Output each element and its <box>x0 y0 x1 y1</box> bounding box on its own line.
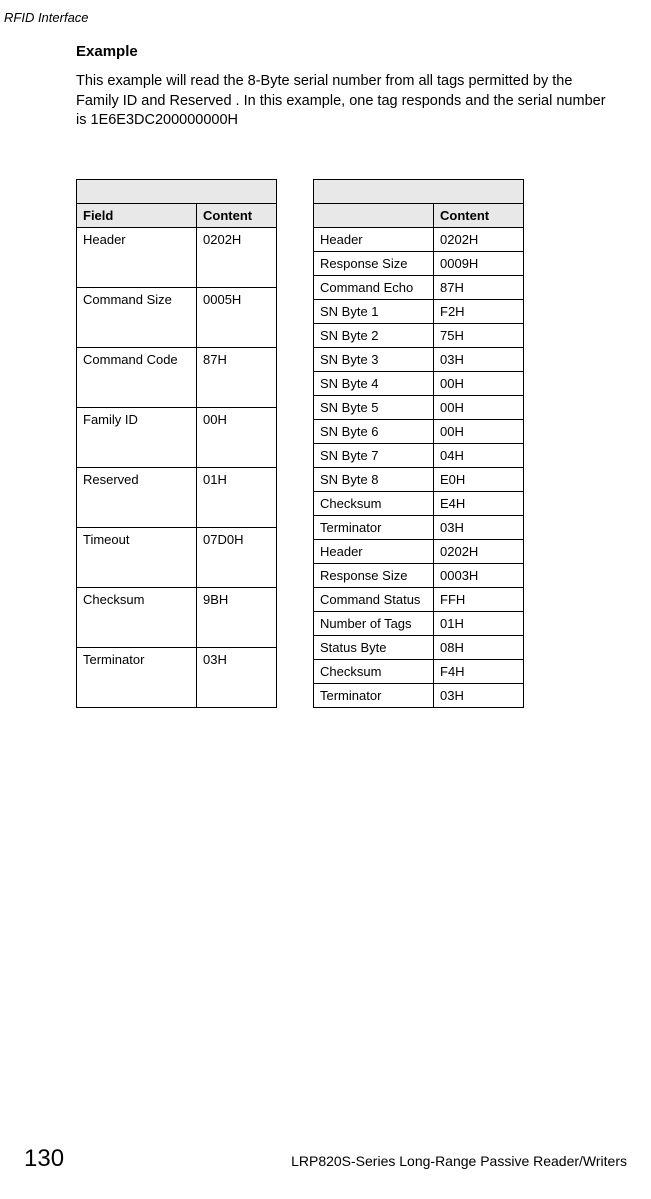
example-body-text: This example will read the 8-Byte serial… <box>76 72 616 131</box>
cell-field: SN Byte 6 <box>314 419 434 443</box>
table-row: Timeout07D0H <box>77 527 277 587</box>
cell-content: F4H <box>434 659 524 683</box>
table-row: Response Size0009H <box>314 251 524 275</box>
cell-field: SN Byte 2 <box>314 323 434 347</box>
table-row: Command Code87H <box>77 347 277 407</box>
cell-content: 9BH <box>197 587 277 647</box>
cell-field: Command Size <box>77 287 197 347</box>
cell-field: Checksum <box>77 587 197 647</box>
cell-field: Number of Tags <box>314 611 434 635</box>
cell-content: 03H <box>434 347 524 371</box>
table-row: Header0202H <box>77 227 277 287</box>
table-row: Checksum9BH <box>77 587 277 647</box>
section-title: Example <box>76 43 627 60</box>
cell-field: Checksum <box>314 659 434 683</box>
cell-content: E0H <box>434 467 524 491</box>
command-table: Field Content Header0202H Command Size00… <box>76 179 277 708</box>
col-header-field: Field <box>77 203 197 227</box>
cell-content: 00H <box>434 371 524 395</box>
cell-field: Header <box>314 539 434 563</box>
cell-field: SN Byte 3 <box>314 347 434 371</box>
cell-content: 0202H <box>197 227 277 287</box>
cell-field: Response Size <box>314 563 434 587</box>
cell-field: Timeout <box>77 527 197 587</box>
cell-field: Command Echo <box>314 275 434 299</box>
cell-content: 87H <box>197 347 277 407</box>
cell-content: F2H <box>434 299 524 323</box>
table-row: ChecksumF4H <box>314 659 524 683</box>
page-number: 130 <box>24 1145 64 1173</box>
cell-content: 0009H <box>434 251 524 275</box>
cell-field: SN Byte 7 <box>314 443 434 467</box>
cell-content: 03H <box>197 647 277 707</box>
cell-field: Header <box>314 227 434 251</box>
table-row: Header0202H <box>314 539 524 563</box>
table-row: ChecksumE4H <box>314 491 524 515</box>
table-row: Header0202H <box>314 227 524 251</box>
table-row: Command Size0005H <box>77 287 277 347</box>
cell-field: Terminator <box>77 647 197 707</box>
table-row: Family ID00H <box>77 407 277 467</box>
cell-content: 0202H <box>434 227 524 251</box>
cell-field: SN Byte 4 <box>314 371 434 395</box>
table-row: Status Byte08H <box>314 635 524 659</box>
table-row: Command Echo87H <box>314 275 524 299</box>
cell-field: SN Byte 5 <box>314 395 434 419</box>
cell-content: 01H <box>197 467 277 527</box>
cell-content: FFH <box>434 587 524 611</box>
cell-content: 0005H <box>197 287 277 347</box>
table-row: Reserved01H <box>77 467 277 527</box>
running-head: RFID Interface <box>4 10 627 25</box>
table-row: SN Byte 275H <box>314 323 524 347</box>
cell-field: Family ID <box>77 407 197 467</box>
table-spacer <box>77 179 277 203</box>
cell-content: 03H <box>434 515 524 539</box>
cell-field: SN Byte 1 <box>314 299 434 323</box>
cell-content: 0202H <box>434 539 524 563</box>
cell-field: Command Code <box>77 347 197 407</box>
page-footer: 130 LRP820S-Series Long-Range Passive Re… <box>24 1145 627 1173</box>
cell-content: 08H <box>434 635 524 659</box>
cell-content: E4H <box>434 491 524 515</box>
cell-content: 00H <box>434 395 524 419</box>
col-header-content: Content <box>434 203 524 227</box>
table-row: SN Byte 303H <box>314 347 524 371</box>
cell-field: Status Byte <box>314 635 434 659</box>
cell-field: Command Status <box>314 587 434 611</box>
cell-field: Header <box>77 227 197 287</box>
cell-field: SN Byte 8 <box>314 467 434 491</box>
table-row: SN Byte 400H <box>314 371 524 395</box>
cell-content: 75H <box>434 323 524 347</box>
cell-content: 01H <box>434 611 524 635</box>
cell-content: 00H <box>197 407 277 467</box>
col-header-field <box>314 203 434 227</box>
table-row: Terminator03H <box>77 647 277 707</box>
cell-content: 0003H <box>434 563 524 587</box>
cell-field: Checksum <box>314 491 434 515</box>
cell-field: Response Size <box>314 251 434 275</box>
table-row: SN Byte 600H <box>314 419 524 443</box>
cell-content: 03H <box>434 683 524 707</box>
table-row: SN Byte 1F2H <box>314 299 524 323</box>
table-row: Number of Tags01H <box>314 611 524 635</box>
table-row: SN Byte 8E0H <box>314 467 524 491</box>
cell-field: Terminator <box>314 515 434 539</box>
cell-content: 07D0H <box>197 527 277 587</box>
table-row: Terminator03H <box>314 515 524 539</box>
cell-content: 04H <box>434 443 524 467</box>
table-row: Command StatusFFH <box>314 587 524 611</box>
col-header-content: Content <box>197 203 277 227</box>
cell-content: 00H <box>434 419 524 443</box>
cell-content: 87H <box>434 275 524 299</box>
cell-field: Reserved <box>77 467 197 527</box>
table-row: Response Size0003H <box>314 563 524 587</box>
footer-title: LRP820S-Series Long-Range Passive Reader… <box>291 1153 627 1169</box>
table-row: SN Byte 500H <box>314 395 524 419</box>
table-row: Terminator03H <box>314 683 524 707</box>
response-table: Content Header0202H Response Size0009H C… <box>313 179 524 708</box>
cell-field: Terminator <box>314 683 434 707</box>
table-row: SN Byte 704H <box>314 443 524 467</box>
table-spacer <box>314 179 524 203</box>
